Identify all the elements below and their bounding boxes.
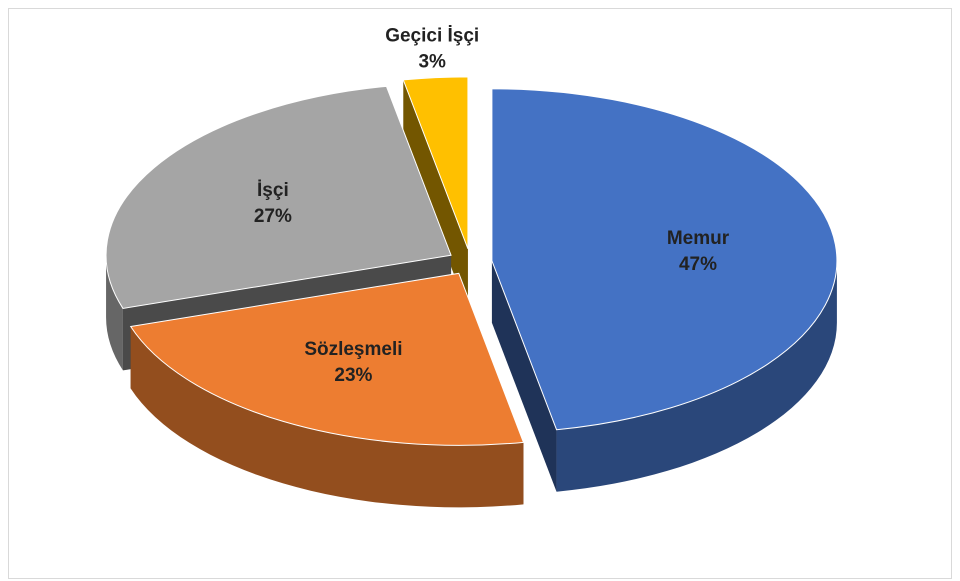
slice <box>402 76 469 250</box>
slice-cut-face <box>491 260 557 492</box>
slice-side <box>403 79 468 311</box>
slice-wall <box>556 260 837 492</box>
slice <box>129 272 525 446</box>
slice-wall <box>106 255 123 371</box>
slice-value-label: 3% <box>418 52 446 73</box>
slice-side <box>491 260 837 492</box>
slice <box>105 85 452 309</box>
slice-label: İşçi <box>257 180 289 201</box>
slice-cut-face <box>403 79 468 311</box>
slice <box>491 88 838 431</box>
slice-value-label: 23% <box>334 365 372 386</box>
slice-value-label: 27% <box>254 206 292 227</box>
slice-value-label: 47% <box>679 254 717 275</box>
slice-label: Geçici İşçi <box>385 26 479 47</box>
slice-wall <box>130 326 524 508</box>
slice-label: Memur <box>667 228 730 249</box>
slice-label: Sözleşmeli <box>304 339 402 360</box>
